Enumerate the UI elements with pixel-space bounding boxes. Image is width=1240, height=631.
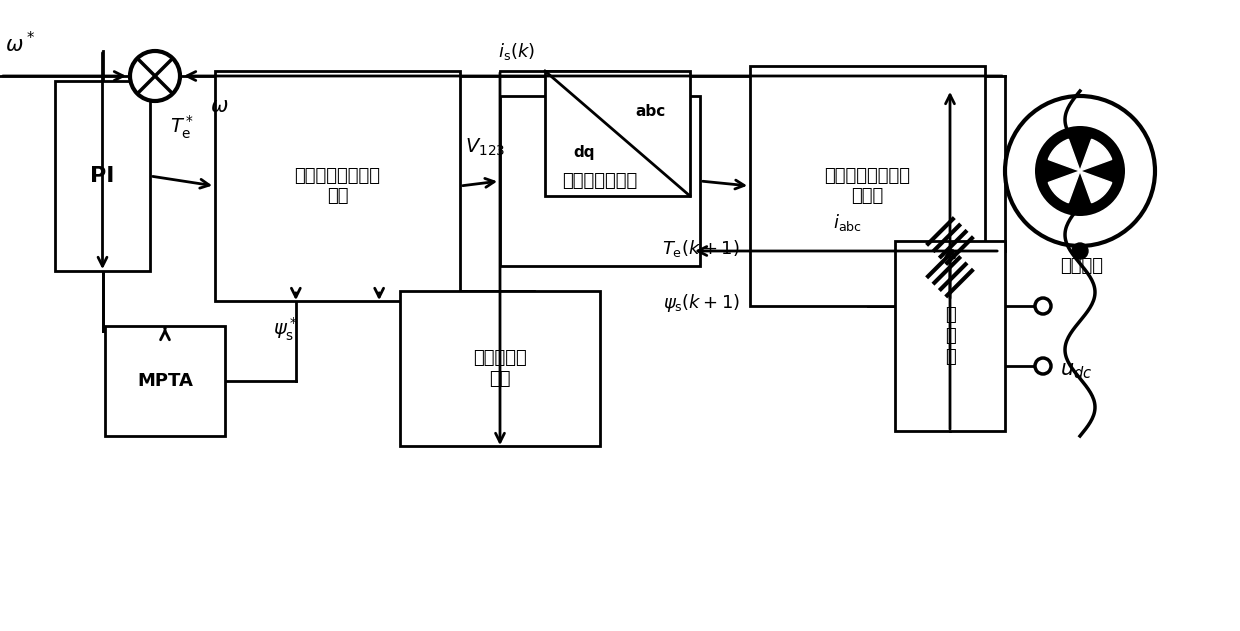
- Circle shape: [1004, 96, 1154, 246]
- Bar: [546, 71, 689, 196]
- Bar: [895, 241, 1004, 431]
- Text: $\psi_\mathrm{s}^*$: $\psi_\mathrm{s}^*$: [274, 316, 299, 343]
- Text: 选择扇区确定待选
矢量: 选择扇区确定待选 矢量: [295, 167, 381, 206]
- Text: $i_\mathrm{abc}$: $i_\mathrm{abc}$: [833, 212, 862, 233]
- Text: 驱动信号: 驱动信号: [1060, 257, 1104, 275]
- Bar: [750, 66, 985, 306]
- Text: 转矩和磁链预测: 转矩和磁链预测: [563, 172, 637, 190]
- Text: MPTA: MPTA: [138, 372, 193, 390]
- Circle shape: [1035, 126, 1125, 216]
- Text: 逆
变
器: 逆 变 器: [945, 306, 955, 366]
- Bar: [105, 326, 224, 436]
- Wedge shape: [1080, 171, 1112, 203]
- Text: $i_\mathrm{s}(k)$: $i_\mathrm{s}(k)$: [498, 40, 534, 61]
- Text: 转矩和磁链
观测: 转矩和磁链 观测: [474, 349, 527, 388]
- Text: abc: abc: [636, 103, 666, 119]
- Wedge shape: [1080, 139, 1112, 171]
- Text: $T_\mathrm{e}^*$: $T_\mathrm{e}^*$: [170, 114, 195, 141]
- Bar: [401, 291, 600, 446]
- Wedge shape: [1048, 171, 1080, 203]
- Text: 占空比计算选择最
优矢量: 占空比计算选择最 优矢量: [825, 167, 910, 206]
- Circle shape: [1073, 243, 1087, 259]
- Text: $T_\mathrm{e}(k+1)$: $T_\mathrm{e}(k+1)$: [662, 238, 740, 259]
- Bar: [215, 71, 460, 301]
- Text: $\omega^*$: $\omega^*$: [5, 31, 35, 56]
- Circle shape: [130, 51, 180, 101]
- Circle shape: [1035, 298, 1052, 314]
- Text: PI: PI: [91, 166, 114, 186]
- Bar: [500, 96, 701, 266]
- Text: $V_{123}$: $V_{123}$: [465, 137, 505, 158]
- Wedge shape: [1048, 139, 1080, 171]
- Circle shape: [1035, 358, 1052, 374]
- Text: $u_{dc}$: $u_{dc}$: [1060, 361, 1092, 381]
- Bar: [55, 81, 150, 271]
- Text: dq: dq: [573, 144, 595, 160]
- Text: $\omega$: $\omega$: [210, 96, 228, 116]
- Text: $\psi_\mathrm{s}(k+1)$: $\psi_\mathrm{s}(k+1)$: [662, 293, 740, 314]
